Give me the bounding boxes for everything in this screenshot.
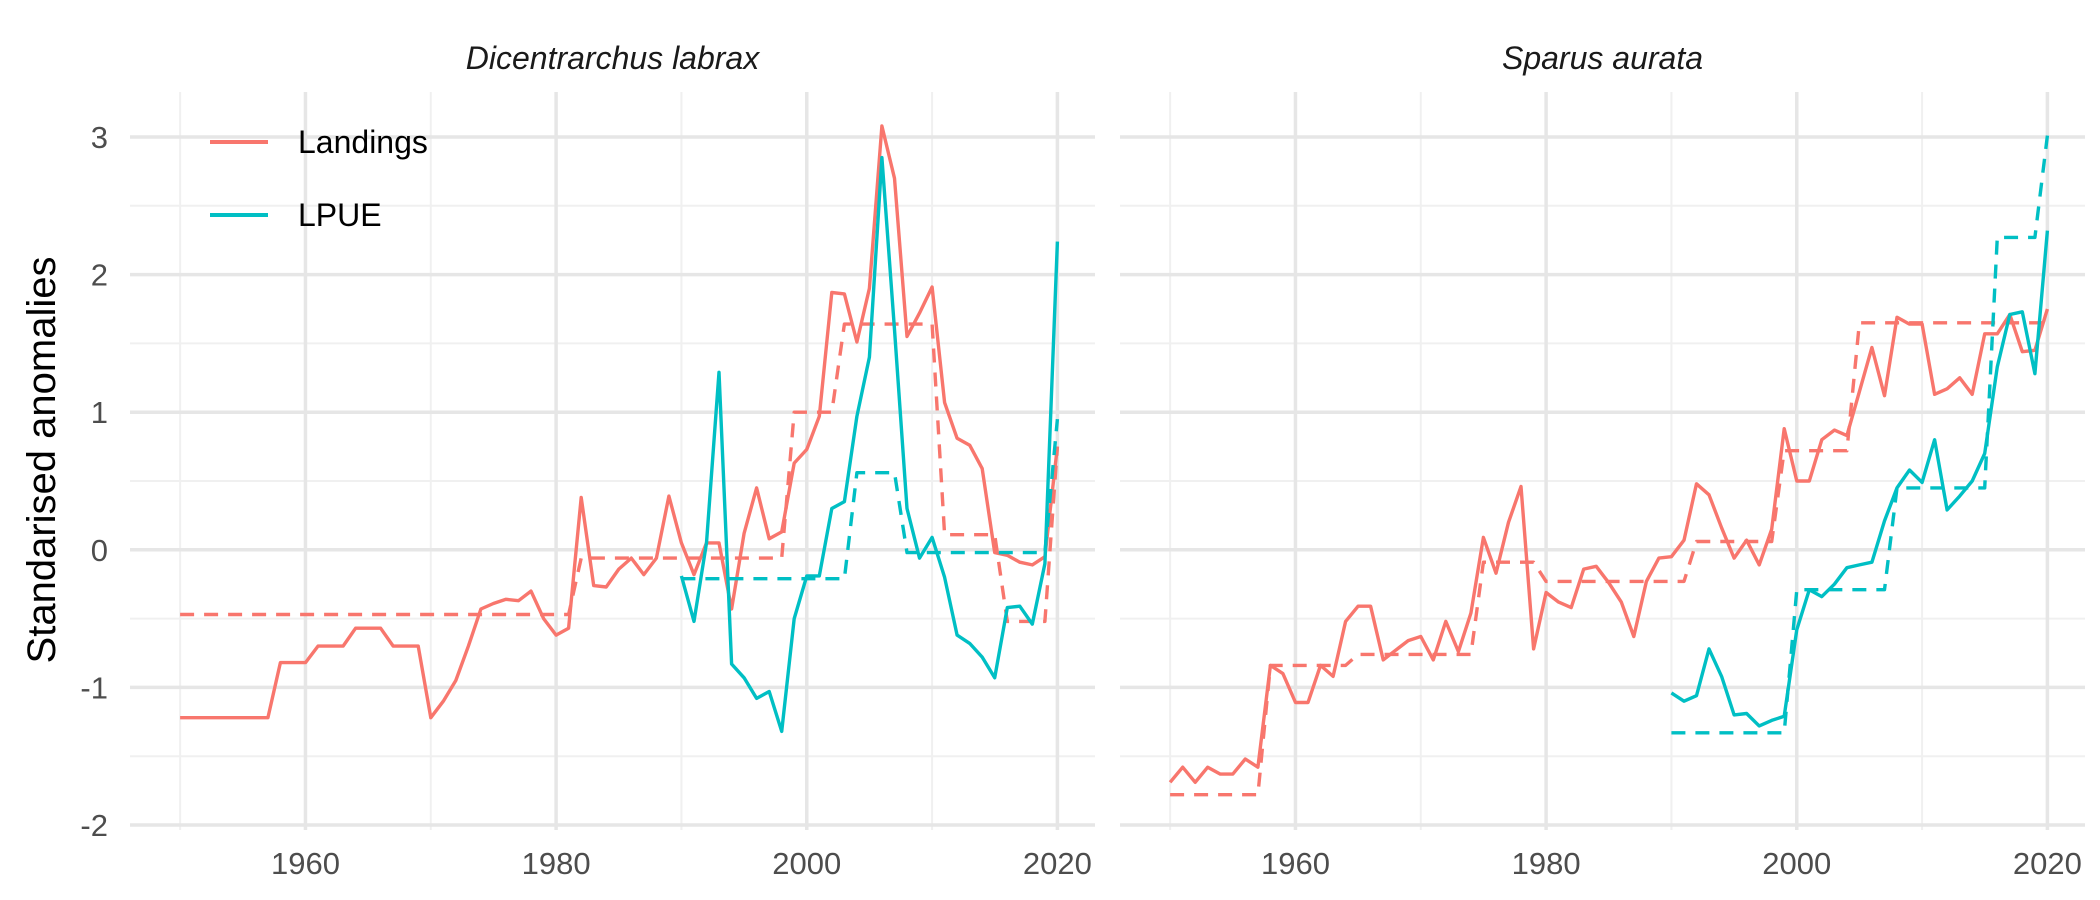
- y-tick-label: 1: [91, 395, 108, 430]
- series-line-lpue-dashed: [1671, 135, 2050, 735]
- x-tick-label: 2020: [2013, 846, 2082, 881]
- x-tick-label: 1960: [271, 846, 340, 881]
- panel-title: Dicentrarchus labrax: [466, 40, 760, 76]
- series-line-landings-solid: [1168, 308, 2050, 784]
- x-tick-label: 2000: [1762, 846, 1831, 881]
- legend-label-lpue: LPUE: [298, 197, 382, 233]
- y-axis-title: Standarised anomalies: [20, 257, 64, 664]
- x-tick-label: 2020: [1023, 846, 1092, 881]
- x-tick-label: 2000: [772, 846, 841, 881]
- y-tick-label: 0: [91, 533, 108, 568]
- x-tick-label: 1980: [522, 846, 591, 881]
- y-tick-label: 3: [91, 120, 108, 155]
- panel-title: Sparus aurata: [1502, 40, 1703, 76]
- series-line-landings-solid: [180, 124, 1060, 720]
- y-tick-label: 2: [91, 258, 108, 293]
- series-line-landings-dashed: [180, 322, 1060, 624]
- series-line-lpue-solid: [679, 155, 1060, 734]
- series-line-lpue-solid: [1670, 230, 2050, 728]
- x-tick-label: 1980: [1512, 846, 1581, 881]
- series-line-landings-dashed: [1170, 321, 2048, 797]
- legend-label-landings: Landings: [298, 124, 428, 160]
- y-tick-label: -2: [80, 808, 108, 843]
- y-tick-label: -1: [80, 670, 108, 705]
- x-tick-label: 1960: [1261, 846, 1330, 881]
